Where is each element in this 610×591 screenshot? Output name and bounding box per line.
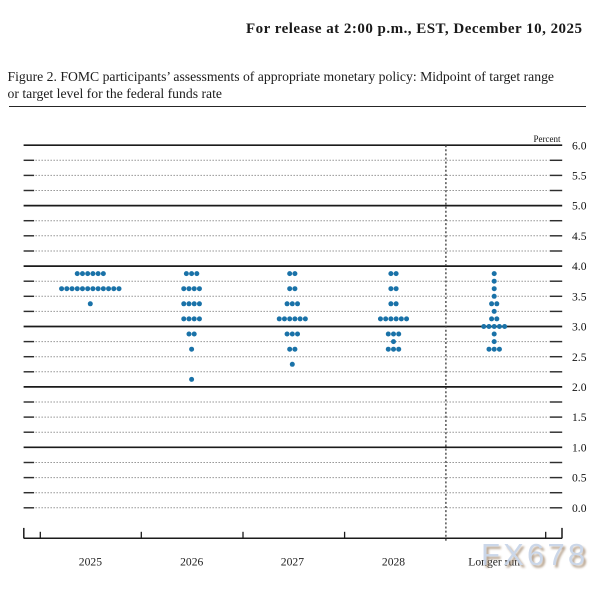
svg-text:2027: 2027 — [281, 556, 304, 569]
svg-text:0.5: 0.5 — [572, 472, 587, 485]
svg-text:6.0: 6.0 — [572, 139, 587, 152]
svg-text:Percent: Percent — [534, 134, 561, 144]
svg-text:2026: 2026 — [180, 556, 203, 569]
svg-text:3.5: 3.5 — [572, 290, 587, 303]
svg-text:1.5: 1.5 — [572, 411, 587, 424]
svg-text:Longer run: Longer run — [468, 556, 520, 569]
svg-text:5.5: 5.5 — [572, 170, 587, 183]
svg-text:2.5: 2.5 — [572, 351, 587, 364]
svg-text:5.0: 5.0 — [572, 200, 587, 213]
svg-text:1.0: 1.0 — [572, 441, 587, 454]
svg-text:2025: 2025 — [79, 556, 102, 569]
svg-text:3.0: 3.0 — [572, 321, 587, 334]
svg-text:4.5: 4.5 — [572, 230, 587, 243]
svg-text:2028: 2028 — [382, 556, 405, 569]
svg-text:4.0: 4.0 — [572, 260, 587, 273]
svg-text:0.0: 0.0 — [572, 502, 587, 515]
svg-text:2.0: 2.0 — [572, 381, 587, 394]
